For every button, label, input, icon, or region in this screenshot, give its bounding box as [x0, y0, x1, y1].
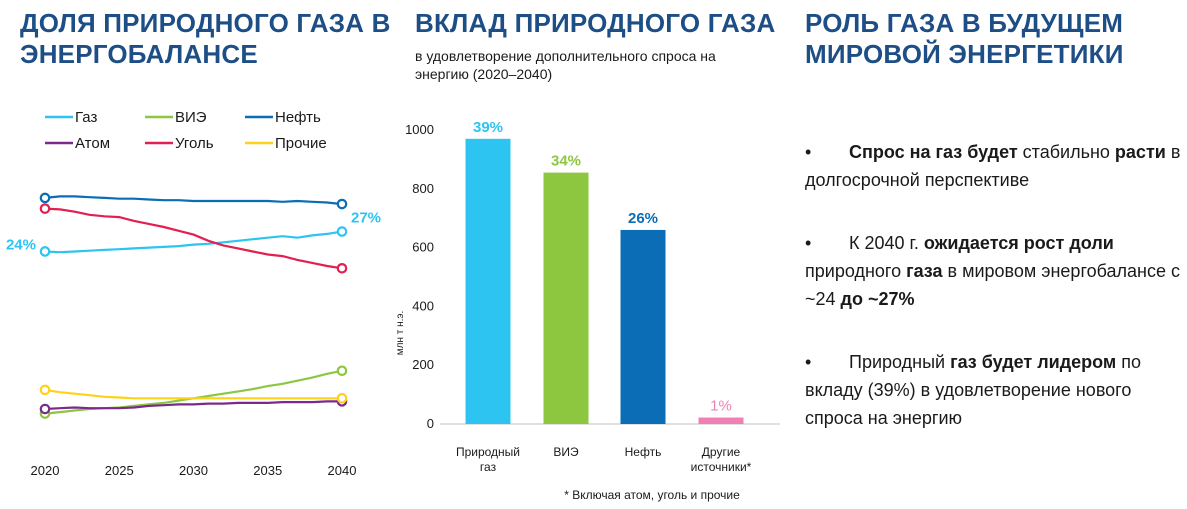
emphasis-text: ожидается рост доли	[923, 233, 1114, 253]
series-endpoint	[336, 262, 348, 274]
line-series-Прочие	[44, 388, 342, 400]
key-point-text: Природный газ будет лидером по вкладу (3…	[805, 352, 1141, 428]
x-category-label-line: Природный	[456, 445, 520, 459]
emphasis-text: до ~27%	[840, 289, 915, 309]
legend-entry: Уголь	[175, 135, 214, 152]
plain-text: природного	[805, 261, 907, 281]
bar-data-label: 39%	[473, 119, 503, 136]
bar	[698, 417, 744, 424]
line-series-Нефть	[44, 195, 343, 206]
line-series-Уголь	[44, 207, 343, 270]
x-category-label-line: Нефть	[625, 445, 662, 459]
line-series-Атом	[44, 400, 342, 411]
emphasis-text: Спрос на газ будет	[849, 142, 1018, 162]
series-endpoint	[39, 246, 51, 257]
x-tick-label: 2040	[328, 463, 357, 478]
bar-data-label: 1%	[710, 398, 732, 415]
line-chart-series	[39, 192, 348, 419]
x-tick-label: 2035	[253, 463, 282, 478]
bar-data-label: 34%	[551, 153, 581, 170]
legend-entry: ВИЭ	[175, 109, 207, 126]
series-endpoint	[39, 203, 51, 214]
key-points-list: • Спрос на газ будет стабильно расти в до…	[805, 138, 1185, 467]
line-chart-x-axis: 2020 2025 2030 2035 2040	[31, 463, 357, 478]
x-category-label-line: газ	[480, 460, 497, 474]
bullet-marker: •	[805, 233, 812, 253]
x-tick-label: 2025	[105, 463, 134, 478]
key-point: • К 2040 г. ожидается рост доли природног…	[805, 229, 1185, 313]
bar-chart-y-axis: 0 200 400 600 800 1000	[405, 122, 780, 431]
series-endpoint	[336, 226, 348, 237]
y-tick-label: 200	[412, 357, 434, 372]
bar-chart-footnote: * Включая атом, уголь и прочие	[564, 488, 740, 502]
x-category-label: Нефть	[625, 445, 662, 459]
line-chart-annotations: 24% 27%	[6, 210, 381, 254]
y-tick-label: 1000	[405, 122, 434, 137]
right-column-title: РОЛЬ ГАЗА В БУДУЩЕМ МИРОВОЙ ЭНЕРГЕТИКИ	[805, 8, 1124, 69]
legend-entry: Нефть	[275, 109, 321, 126]
x-category-label: Природный газ	[456, 445, 520, 474]
key-point-text: Спрос на газ будет стабильно расти в дол…	[805, 142, 1180, 190]
series-endpoint	[39, 403, 51, 415]
bar-chart-bars: 39% 34% 26% 1%	[465, 119, 744, 424]
middle-column-title: ВКЛАД ПРИРОДНОГО ГАЗА	[415, 8, 776, 38]
legend-entry: Прочие	[275, 135, 327, 152]
plain-text: Природный	[849, 352, 951, 372]
emphasis-text: газ будет лидером	[950, 352, 1117, 372]
plain-text: по вкладу (39%) в удовлетворение нового …	[805, 352, 1141, 428]
gas-contribution-bar-chart: млн т н.э. 0 200 400 600 800 1000 39% 34% 26% 1%…	[395, 119, 780, 502]
y-tick-label: 0	[427, 416, 434, 431]
x-tick-label: 2020	[31, 463, 60, 478]
y-tick-label: 800	[412, 181, 434, 196]
y-tick-label: 600	[412, 240, 434, 255]
x-category-label-line: источники*	[691, 460, 752, 474]
plain-text: в долгосрочной перспективе	[805, 142, 1181, 190]
legend-entry: Атом	[75, 135, 110, 152]
legend-entry: Газ	[75, 109, 97, 126]
line-chart-legend: Газ ВИЭ Нефть Атом Уголь Прочие	[45, 109, 327, 152]
bar	[620, 229, 666, 424]
key-point-text: К 2040 г. ожидается рост доли природного…	[805, 233, 1180, 309]
bar	[465, 138, 511, 424]
x-category-label: Другие источники*	[691, 445, 752, 474]
middle-column-subtitle: в удовлетворение дополнительного спроса …	[415, 48, 716, 82]
x-tick-label: 2030	[179, 463, 208, 478]
bullet-marker: •	[805, 142, 812, 162]
y-tick-label: 400	[412, 298, 434, 313]
series-endpoint	[336, 392, 348, 404]
plain-text: в мировом энергобалансе с ~24	[805, 261, 1180, 309]
x-category-label: ВИЭ	[553, 445, 579, 459]
emphasis-text: расти	[1114, 142, 1166, 162]
x-category-label-line: Другие	[702, 445, 741, 459]
series-endpoint	[39, 384, 51, 396]
bar-chart-x-axis: Природный газ ВИЭ Нефть Другие источники*	[456, 445, 752, 474]
gas-share-label: 24%	[6, 236, 36, 253]
x-category-label-line: ВИЭ	[553, 445, 579, 459]
plain-text: К 2040 г.	[849, 233, 924, 253]
series-endpoint	[39, 192, 51, 204]
line-series-Газ	[44, 230, 343, 254]
bar-data-label: 26%	[628, 210, 658, 227]
bar-chart-y-axis-label: млн т н.э.	[395, 311, 406, 356]
series-endpoint	[336, 365, 348, 377]
gas-share-label: 27%	[351, 210, 381, 227]
left-column-title: ДОЛЯ ПРИРОДНОГО ГАЗА В ЭНЕРГОБАЛАНСЕ	[20, 8, 391, 69]
emphasis-text: газа	[906, 261, 943, 281]
key-point: • Спрос на газ будет стабильно расти в до…	[805, 138, 1185, 194]
series-endpoint	[336, 198, 348, 210]
key-point: • Природный газ будет лидером по вкладу (…	[805, 348, 1185, 432]
bullet-marker: •	[805, 352, 812, 372]
bar	[543, 172, 589, 424]
plain-text: стабильно	[1017, 142, 1115, 162]
